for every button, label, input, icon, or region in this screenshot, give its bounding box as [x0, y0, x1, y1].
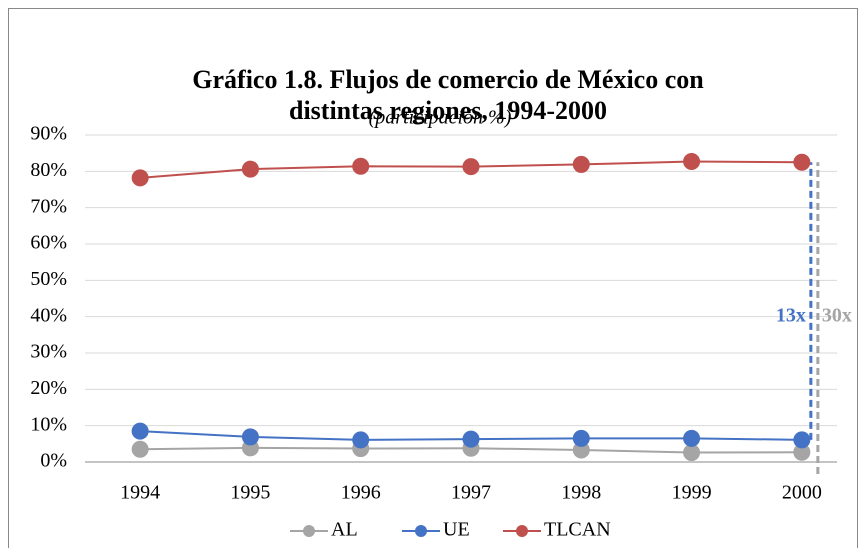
x-tick-label: 1997	[451, 482, 491, 504]
data-point	[241, 160, 259, 178]
legend-label: UE	[443, 519, 470, 541]
x-tick-label: 1999	[672, 482, 712, 504]
data-point	[241, 428, 259, 446]
data-point	[683, 444, 701, 462]
y-tick-label: 70%	[30, 195, 67, 217]
x-tick-label: 1994	[120, 482, 160, 504]
x-tick-label: 2000	[782, 482, 822, 504]
data-point	[793, 153, 811, 171]
y-tick-label: 80%	[30, 159, 67, 181]
chart-subtitle: (participación %)	[369, 107, 512, 129]
legend-marker	[516, 525, 528, 537]
x-tick-label: 1996	[341, 482, 381, 504]
data-point	[572, 155, 590, 173]
y-tick-label: 60%	[30, 232, 67, 254]
annotation: 30x	[822, 304, 852, 326]
data-point	[683, 429, 701, 447]
y-tick-label: 10%	[30, 413, 67, 435]
chart-title: distintas regiones, 1994-2000	[289, 96, 607, 125]
data-point	[352, 157, 370, 175]
data-point	[683, 153, 701, 171]
y-tick-label: 90%	[30, 123, 67, 145]
data-point	[131, 169, 149, 187]
annotation: 13x	[776, 304, 806, 326]
y-tick-label: 20%	[30, 377, 67, 399]
y-tick-label: 40%	[30, 304, 67, 326]
data-point	[352, 431, 370, 449]
legend-marker	[415, 525, 427, 537]
data-point	[572, 429, 590, 447]
y-tick-label: 30%	[30, 341, 67, 363]
x-tick-label: 1995	[230, 482, 270, 504]
legend-label: TLCAN	[544, 519, 611, 541]
data-point	[462, 430, 480, 448]
data-point	[131, 422, 149, 440]
chart-title: Gráfico 1.8. Flujos de comercio de Méxic…	[192, 65, 704, 94]
data-point	[131, 440, 149, 458]
y-tick-label: 50%	[30, 268, 67, 290]
data-point	[793, 431, 811, 449]
data-point	[462, 158, 480, 176]
legend-marker	[303, 525, 315, 537]
x-tick-label: 1998	[561, 482, 601, 504]
legend-label: AL	[331, 519, 358, 541]
chart-border	[8, 8, 858, 548]
y-tick-label: 0%	[40, 450, 67, 472]
